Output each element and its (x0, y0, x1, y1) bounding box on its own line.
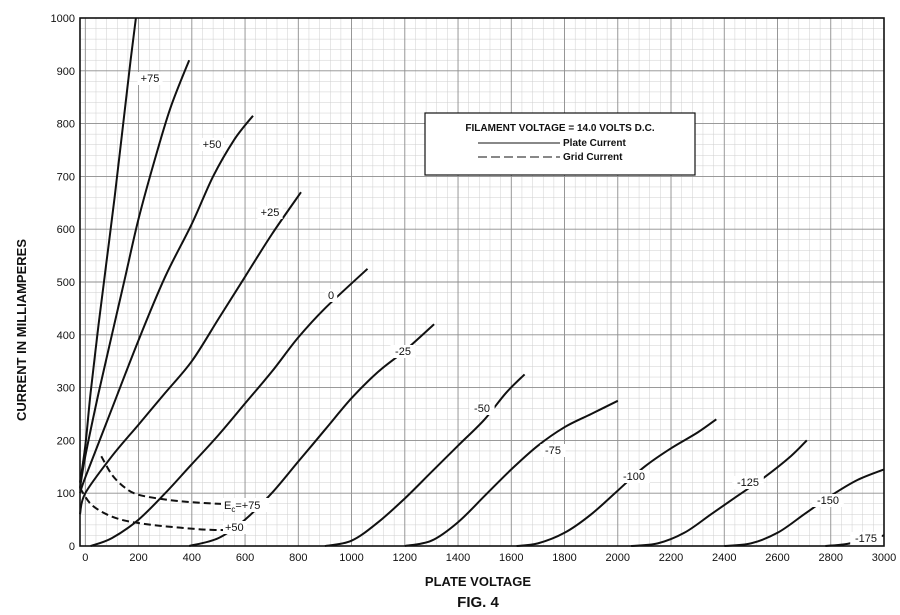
plate-curve-label: +75 (141, 73, 160, 85)
grid-curve-+50 (79, 487, 232, 532)
legend-box (424, 112, 696, 176)
grid-curve-+75 (100, 455, 246, 506)
plate-curve-label: -75 (545, 445, 561, 457)
plate-curve-label: -100 (623, 471, 645, 483)
grid-label-bg (221, 498, 269, 512)
y-tick-label: 1000 (51, 13, 75, 25)
plate-curve-label: 0 (328, 290, 334, 302)
x-tick-label: 200 (129, 552, 147, 564)
legend-plate-label: Plate Current (563, 138, 626, 149)
x-tick-label: 0 (82, 552, 88, 564)
curve-label-bg (540, 444, 566, 457)
figure-label: FIG. 4 (457, 594, 499, 611)
curve-label-bg (199, 138, 225, 151)
x-tick-label: 1000 (339, 552, 363, 564)
grid-label-bg (223, 521, 247, 534)
x-tick-label: 600 (236, 552, 254, 564)
curve-label-bg (324, 289, 338, 302)
x-tick-label: 2600 (765, 552, 789, 564)
y-tick-label: 0 (69, 541, 75, 553)
plate-curve-label: -175 (855, 533, 877, 545)
plate-curve--150 (724, 468, 885, 547)
y-axis-title: CURRENT IN MILLIAMPERES (14, 239, 29, 421)
y-tick-label: 800 (57, 119, 75, 131)
y-tick-label: 400 (57, 330, 75, 342)
curve-label-bg (137, 72, 163, 85)
plate-curve--50 (324, 373, 526, 547)
y-tick-label: 200 (57, 435, 75, 447)
plate-curve--100 (516, 418, 717, 547)
plate-curve-label: +25 (261, 207, 280, 219)
plate-curve-label: -50 (474, 403, 490, 415)
x-tick-label: 1600 (499, 552, 523, 564)
x-tick-label: 2000 (606, 552, 630, 564)
y-tick-label: 700 (57, 171, 75, 183)
grid-curve-label-50: +50 (225, 522, 244, 534)
x-tick-label: 1400 (446, 552, 470, 564)
x-tick-label: 800 (289, 552, 307, 564)
plate-curve-0 (90, 268, 369, 547)
plate-current-curves (79, 17, 885, 547)
plate-curve--75 (404, 399, 619, 547)
x-tick-label: 3000 (872, 552, 896, 564)
y-tick-label: 100 (57, 488, 75, 500)
major-grid (80, 17, 885, 547)
curve-label-bg (812, 494, 844, 507)
y-tick-label: 600 (57, 224, 75, 236)
x-tick-label: 400 (183, 552, 201, 564)
legend-title: FILAMENT VOLTAGE = 14.0 VOLTS D.C. (465, 123, 654, 134)
y-tick-labels: 0 100 200 300 400 500 600 700 800 900 1000 (51, 13, 75, 553)
plate-curve-label: -150 (817, 495, 839, 507)
legend: FILAMENT VOLTAGE = 14.0 VOLTS D.C. Plate… (424, 112, 696, 176)
plate-curve--125 (631, 439, 808, 547)
plate-curve-+25 (79, 191, 302, 515)
curve-label-bg (618, 470, 650, 483)
plate-curve-label: +50 (203, 139, 222, 151)
x-tick-labels: 0 200 400 600 800 1000 1200 1400 1600 1800 2000 220… (82, 552, 896, 564)
curve-label-bg (732, 476, 764, 489)
curve-label-bg (257, 206, 283, 219)
x-tick-label: 2200 (659, 552, 683, 564)
x-tick-label: 2400 (712, 552, 736, 564)
grid-curve-label-ec75: Ec=+75 (224, 500, 260, 514)
curve-labels: +75 +50 +25 0 -25 -50 -75 -100 -125 -150 -175 Ec=+7… (137, 72, 882, 545)
x-axis-title: PLATE VOLTAGE (425, 574, 531, 589)
plot-frame (79, 17, 885, 547)
curve-label-bg (390, 345, 416, 358)
curve-label-bg (469, 402, 495, 415)
plate-curve-+75 (79, 59, 191, 489)
x-tick-label: 2800 (819, 552, 843, 564)
x-tick-label: 1200 (393, 552, 417, 564)
y-tick-label: 300 (57, 383, 75, 395)
grid-current-curves (79, 455, 246, 532)
plate-curve-+50 (79, 115, 254, 494)
x-tick-label: 1800 (552, 552, 576, 564)
plate-curve-label: -25 (395, 346, 411, 358)
y-tick-label: 900 (57, 66, 75, 78)
plate-curve-label: -125 (737, 477, 759, 489)
plate-curve-+100 (79, 17, 137, 483)
curve-label-bg (850, 532, 882, 545)
y-tick-label: 500 (57, 277, 75, 289)
legend-grid-label: Grid Current (563, 152, 623, 163)
